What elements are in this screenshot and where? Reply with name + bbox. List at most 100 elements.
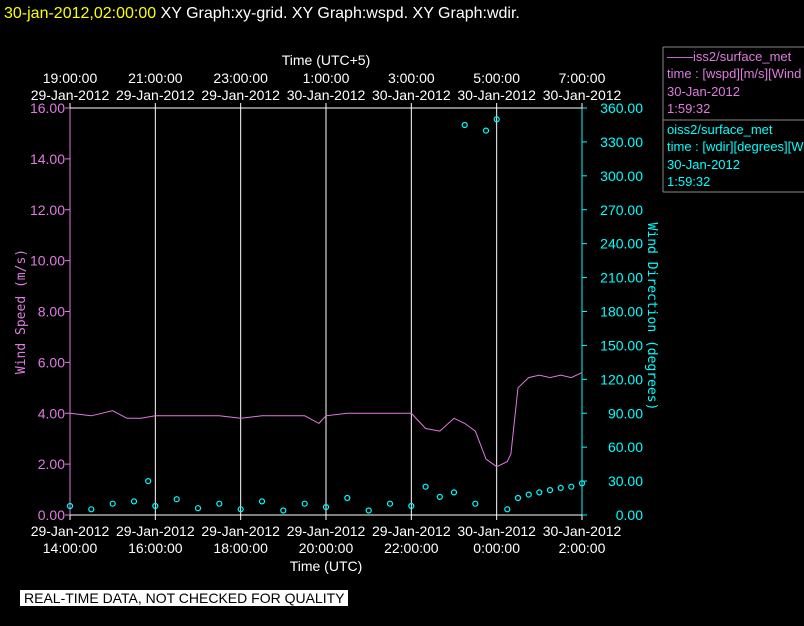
- x-top-tick-date: 30-Jan-2012: [287, 87, 366, 103]
- series-wdir-point: [365, 507, 372, 514]
- x-tick-label: 2:00:00: [559, 540, 606, 556]
- series-wdir-point: [386, 500, 394, 507]
- x-top-tick-date: 29-Jan-2012: [201, 87, 280, 103]
- x-tick-date: 30-Jan-2012: [457, 523, 536, 539]
- series-wdir-point: [145, 478, 152, 485]
- series-wspd-line: [69, 372, 583, 468]
- x-top-tick-date: 29-Jan-2012: [31, 87, 110, 103]
- y-left-tick-label: 14.00: [30, 151, 65, 167]
- series-wdir-point: [173, 496, 180, 503]
- series-wdir-point: [568, 483, 575, 490]
- y-right-tick-label: 180.00: [600, 304, 643, 320]
- series-wdir-point: [258, 498, 266, 505]
- y-left-tick-label: 8.00: [38, 304, 65, 320]
- legend-source: oiss2/surface_met: [667, 122, 773, 137]
- y-left-tick-label: 6.00: [38, 354, 65, 370]
- legend-date: 30-Jan-2012: [667, 157, 740, 172]
- legend-time: 1:59:32: [667, 174, 710, 189]
- y-left-axis-title: Wind Speed (m/s): [14, 249, 29, 374]
- x-top-tick-date: 29-Jan-2012: [116, 87, 195, 103]
- legend-source: ——iss2/surface_met: [667, 49, 792, 64]
- header-timestamp: 30-jan-2012,02:00:00: [4, 5, 156, 22]
- x-tick-label: 16:00:00: [128, 540, 183, 556]
- y-right-tick-label: 60.00: [608, 439, 643, 455]
- series-wdir-point: [578, 480, 586, 487]
- y-right-tick-label: 240.00: [600, 236, 643, 252]
- x-top-tick-label: 21:00:00: [128, 70, 183, 86]
- y-left-tick-label: 4.00: [38, 405, 65, 421]
- series-wdir-point: [130, 498, 138, 505]
- legend-variable: time : [wdir][degrees][W: [667, 139, 804, 154]
- series-wdir-point: [557, 484, 564, 491]
- y-left-tick-label: 2.00: [38, 456, 65, 472]
- x-tick-date: 29-Jan-2012: [287, 523, 366, 539]
- header-graph-titles: XY Graph:xy-grid. XY Graph:wspd. XY Grap…: [156, 5, 520, 22]
- y-left-tick-label: 16.00: [30, 100, 65, 116]
- series-wdir-point: [216, 500, 223, 507]
- x-tick-date: 30-Jan-2012: [543, 523, 622, 539]
- y-left-tick-label: 0.00: [38, 507, 65, 523]
- legend-date: 30-Jan-2012: [667, 84, 740, 99]
- y-right-axis-title: Wind Direction (degrees): [644, 223, 659, 411]
- series-wdir-point: [514, 494, 522, 502]
- y-right-tick-label: 120.00: [600, 371, 643, 387]
- series-wdir-point: [152, 502, 159, 510]
- x-tick-date: 29-Jan-2012: [372, 523, 451, 539]
- x-tick-label: 18:00:00: [213, 540, 268, 556]
- x-tick-date: 29-Jan-2012: [31, 523, 110, 539]
- y-right-tick-label: 210.00: [600, 270, 643, 286]
- series-wdir-point: [450, 489, 458, 496]
- series-wdir-point: [422, 483, 429, 490]
- x-axis-title: Time (UTC): [290, 558, 363, 574]
- x-top-tick-date: 30-Jan-2012: [457, 87, 536, 103]
- y-left-tick-label: 10.00: [30, 253, 65, 269]
- series-wdir-point: [322, 504, 330, 511]
- series-wdir-point: [109, 500, 116, 507]
- x-tick-label: 22:00:00: [384, 540, 439, 556]
- series-wdir-point: [301, 500, 308, 507]
- x-top-tick-label: 5:00:00: [473, 70, 520, 86]
- x-top-tick-label: 1:00:00: [303, 70, 350, 86]
- legend-variable: time : [wspd][m/s][Wind: [667, 66, 801, 81]
- x-tick-date: 29-Jan-2012: [116, 523, 195, 539]
- x-top-tick-label: 3:00:00: [388, 70, 435, 86]
- y-right-tick-label: 150.00: [600, 337, 643, 353]
- header: 30-jan-2012,02:00:00 XY Graph:xy-grid. X…: [4, 5, 520, 22]
- series-wdir-point: [194, 505, 202, 512]
- x-top-tick-date: 30-Jan-2012: [372, 87, 451, 103]
- series-wdir-point: [493, 116, 500, 123]
- y-left-tick-label: 12.00: [30, 202, 65, 218]
- y-right-tick-label: 330.00: [600, 134, 643, 150]
- x-top-tick-label: 7:00:00: [559, 70, 606, 86]
- series-wdir-point: [546, 487, 554, 494]
- y-right-tick-label: 360.00: [600, 100, 643, 116]
- x-tick-label: 14:00:00: [43, 540, 98, 556]
- y-right-tick-label: 0.00: [616, 507, 643, 523]
- x-top-axis-title: Time (UTC+5): [282, 52, 371, 68]
- quality-notice: REAL-TIME DATA, NOT CHECKED FOR QUALITY: [20, 590, 349, 606]
- series-wdir-point: [525, 491, 532, 498]
- series-wdir-point: [504, 506, 511, 513]
- y-right-tick-label: 270.00: [600, 202, 643, 218]
- series-wdir-point: [482, 127, 490, 134]
- series-wdir-point: [436, 493, 443, 500]
- series-wdir-point: [237, 506, 244, 513]
- series-wdir-point: [408, 502, 415, 510]
- x-top-tick-label: 23:00:00: [213, 70, 268, 86]
- series-wdir-point: [536, 489, 543, 496]
- y-right-tick-label: 300.00: [600, 168, 643, 184]
- legend-time: 1:59:32: [667, 101, 710, 116]
- series-wdir-point: [66, 502, 74, 510]
- series-wdir-point: [461, 121, 468, 129]
- series-wdir-point: [472, 500, 479, 507]
- x-top-tick-label: 19:00:00: [43, 70, 98, 86]
- x-tick-label: 20:00:00: [299, 540, 354, 556]
- x-tick-label: 0:00:00: [473, 540, 520, 556]
- x-top-tick-date: 30-Jan-2012: [543, 87, 622, 103]
- series-wdir-point: [88, 506, 95, 513]
- series-wdir-point: [344, 494, 351, 502]
- series-wdir-point: [280, 507, 287, 514]
- y-right-tick-label: 30.00: [608, 473, 643, 489]
- y-right-tick-label: 90.00: [608, 405, 643, 421]
